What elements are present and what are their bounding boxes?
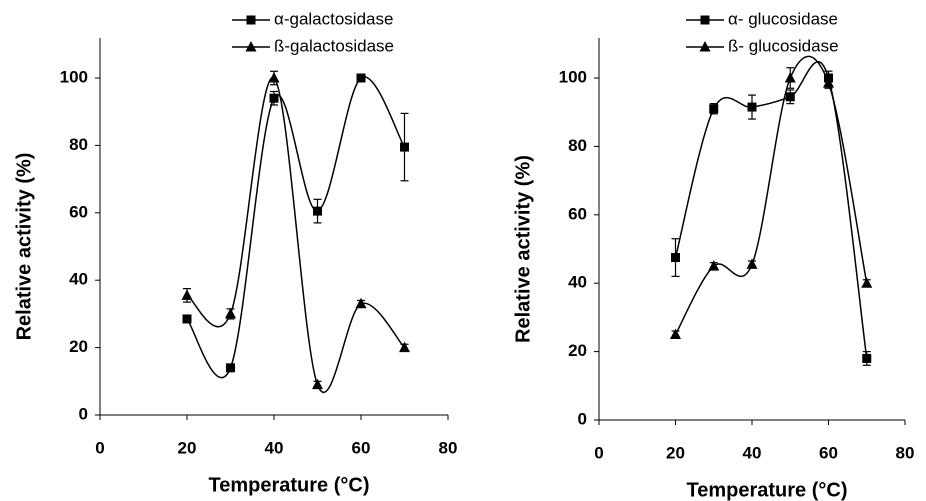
marker [746,258,758,269]
marker [355,297,367,309]
marker [225,307,236,319]
marker [399,341,410,353]
marker [313,206,322,216]
y-tick-label: 20 [69,337,88,356]
marker [245,41,257,52]
marker [700,15,710,25]
y-tick-label: 20 [568,341,587,360]
marker [709,104,719,114]
x-axis-title: Temperature (°C) [687,479,848,501]
series-line [674,55,868,335]
legend-label: α- glucosidase [728,9,838,28]
legend-label: ß- glucosidase [728,36,839,55]
series-line [186,77,406,394]
y-tick-label: 0 [578,409,587,428]
y-tick-label: 0 [79,404,88,423]
y-tick-label: 80 [69,135,88,154]
x-tick-label: 60 [352,438,371,457]
marker [246,15,256,25]
y-tick-label: 80 [568,136,587,155]
marker [671,253,680,263]
x-tick-label: 20 [178,438,197,457]
x-tick-label: 80 [896,443,915,462]
x-tick-label: 40 [265,438,284,457]
series-line [674,61,868,359]
x-tick-label: 20 [666,443,685,462]
marker [862,353,872,363]
marker [785,92,795,102]
marker [268,72,280,83]
x-tick-label: 0 [594,443,603,462]
x-tick-label: 0 [95,438,104,457]
marker [226,363,235,373]
y-axis-title: Relative activity (%) [13,153,35,341]
marker [861,277,873,288]
y-tick-label: 60 [69,202,88,221]
marker [182,314,192,324]
legend-label: ß-galactosidase [274,36,394,55]
marker [823,77,834,88]
marker [356,73,366,83]
x-axis-title: Temperature (°C) [209,474,370,496]
marker [708,260,720,271]
y-axis-title: Relative activity (%) [512,155,534,343]
y-tick-label: 60 [568,204,587,223]
marker [784,72,796,83]
legend-label: α-galactosidase [274,9,393,28]
y-tick-label: 100 [559,67,587,86]
marker [181,289,193,300]
y-tick-label: 100 [60,67,88,86]
x-tick-label: 40 [743,443,762,462]
marker [670,328,681,339]
marker [699,41,711,52]
y-tick-label: 40 [69,270,88,289]
x-tick-label: 80 [439,438,458,457]
marker [400,142,409,152]
y-tick-label: 40 [568,273,587,292]
marker [312,378,323,390]
marker [747,102,757,112]
marker [269,93,279,103]
x-tick-label: 60 [819,443,838,462]
